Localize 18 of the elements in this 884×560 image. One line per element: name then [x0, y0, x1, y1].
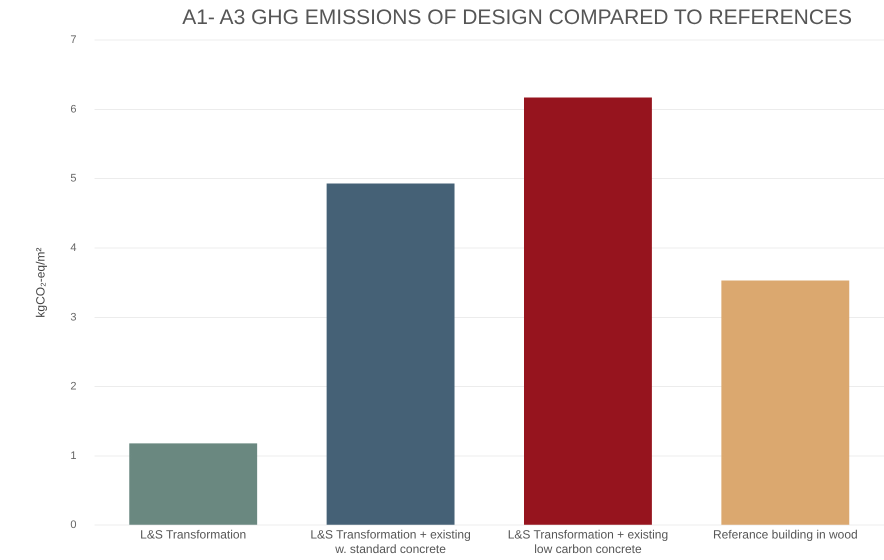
- bar: [129, 443, 258, 525]
- y-tick-label: 1: [70, 450, 77, 462]
- x-tick-label: L&S Transformation + existing w. standard concrete: [310, 528, 471, 556]
- y-tick-label: 5: [70, 172, 77, 185]
- x-tick-label: L&S Transformation: [140, 528, 246, 542]
- bar: [326, 183, 455, 525]
- bar: [524, 98, 652, 525]
- y-tick-label: 6: [70, 103, 77, 116]
- chart-title: A1- A3 GHG EMISSIONS OF DESIGN COMPARED TO REFERENCES: [181, 6, 852, 30]
- y-tick-label: 2: [70, 380, 77, 393]
- x-tick-label: L&S Transformation + existing low carbon concrete: [508, 528, 668, 556]
- y-tick-label: 4: [70, 242, 77, 254]
- bar: [721, 280, 850, 525]
- y-axis-title: kgCO₂-eq/m²: [34, 248, 48, 318]
- x-tick-label: Referance building in wood: [712, 528, 858, 542]
- y-tick-label: 0: [70, 519, 77, 532]
- y-tick-label: 7: [70, 34, 77, 46]
- y-tick-label: 3: [70, 311, 77, 324]
